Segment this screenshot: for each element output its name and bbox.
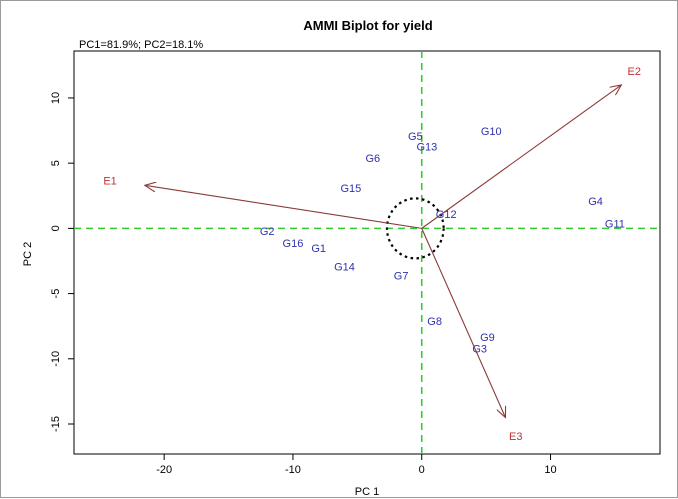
x-tick-label: -10 <box>285 464 301 476</box>
genotype-g14: G14 <box>334 261 355 273</box>
x-axis-ticks: -20 -10 0 10 <box>156 454 557 476</box>
y-tick-label: -5 <box>50 289 62 299</box>
genotype-g9: G9 <box>480 332 495 344</box>
y-tick-label: 10 <box>50 92 62 104</box>
genotype-g15: G15 <box>341 183 362 195</box>
environment-vectors <box>145 85 622 418</box>
genotype-g6: G6 <box>365 153 380 165</box>
genotype-g5: G5 <box>408 131 423 143</box>
y-axis-label: PC 2 <box>22 242 34 266</box>
plot-area-border <box>73 50 661 455</box>
genotype-g3: G3 <box>472 344 487 356</box>
genotype-g10: G10 <box>481 126 502 138</box>
x-tick-label: -20 <box>156 464 172 476</box>
genotype-g8: G8 <box>427 316 442 328</box>
vector-e1 <box>145 185 422 229</box>
genotype-labels: G1 G2 G3 G4 G5 G6 G7 G8 G9 G10 G11 G12 G13 G14 G15 G16 <box>260 126 625 356</box>
genotype-g7: G7 <box>394 271 409 283</box>
environment-labels: E1 E2 E3 <box>103 66 641 443</box>
y-tick-label: -15 <box>50 416 62 432</box>
vector-e2 <box>421 85 622 229</box>
reference-lines <box>74 51 660 454</box>
genotype-g4: G4 <box>588 196 603 208</box>
genotype-g16: G16 <box>283 238 304 250</box>
env-label-e2: E2 <box>628 66 641 78</box>
genotype-g2: G2 <box>260 226 275 238</box>
x-tick-label: 10 <box>544 464 556 476</box>
y-axis-ticks: -15 -10 -5 0 5 10 <box>50 92 74 432</box>
env-label-e1: E1 <box>103 175 116 187</box>
x-axis-label: PC 1 <box>355 486 379 498</box>
env-label-e3: E3 <box>509 431 522 443</box>
vector-e3 <box>421 228 506 417</box>
y-tick-label: 0 <box>50 225 62 231</box>
genotype-g11: G11 <box>605 218 625 230</box>
y-tick-label: -10 <box>50 351 62 367</box>
genotype-g1: G1 <box>311 243 326 255</box>
x-tick-label: 0 <box>419 464 425 476</box>
genotype-g12: G12 <box>436 209 457 221</box>
chart-title: AMMI Biplot for yield <box>303 18 432 33</box>
chart-subtitle: PC1=81.9%; PC2=18.1% <box>79 39 203 51</box>
genotype-g13: G13 <box>416 141 437 153</box>
origin-ellipse <box>385 197 445 260</box>
y-tick-label: 5 <box>50 160 62 166</box>
